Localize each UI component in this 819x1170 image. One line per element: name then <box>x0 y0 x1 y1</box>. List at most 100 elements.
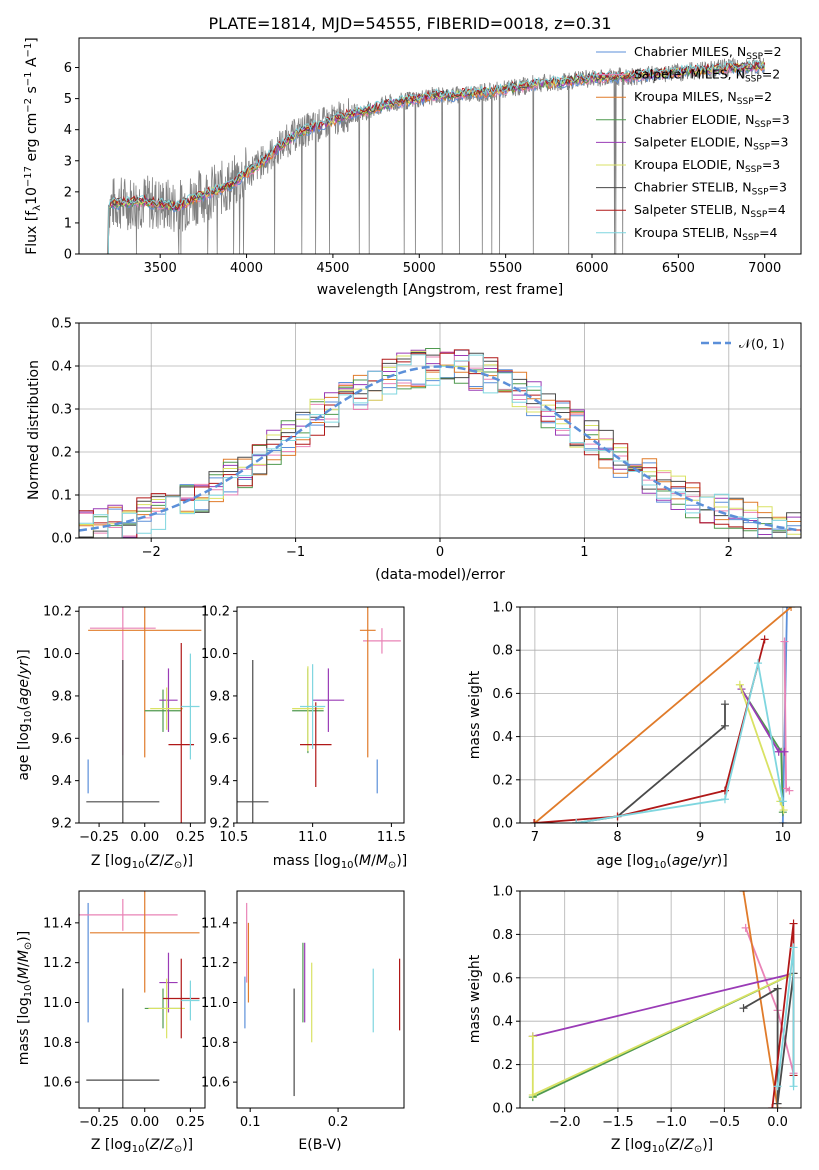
weight-marker <box>530 819 539 823</box>
legend-label-0: Chabrier MILES, NSSP=2 <box>634 44 782 62</box>
y-tick-label: 11.2 <box>43 956 72 971</box>
x-tick-label: −1.0 <box>655 1115 687 1130</box>
y-tick-label: 6 <box>64 61 72 76</box>
weight-marker <box>754 659 763 668</box>
frame-age-vs-mass <box>236 606 405 824</box>
x-tick-label: 4000 <box>230 261 263 276</box>
x-tick-label: 8 <box>613 830 621 845</box>
residual-hist-1 <box>79 351 801 538</box>
x-tick-label: 3500 <box>144 261 177 276</box>
weight-marker <box>720 721 729 730</box>
y-tick-label: 9.2 <box>51 817 72 832</box>
frame-age-vs-Z <box>78 606 206 824</box>
y-tick-label: 9.4 <box>51 774 72 789</box>
weight-line-8 <box>576 662 784 823</box>
x-tick-label: 0.00 <box>130 1115 159 1130</box>
weight-marker <box>768 1104 777 1108</box>
residual-hist-7 <box>79 349 801 538</box>
spectrum-data-line <box>107 57 766 254</box>
x-tick-label: 2 <box>725 545 733 560</box>
y-tick-label: 0.1 <box>51 489 72 504</box>
y-tick-label: 10.6 <box>201 1076 230 1091</box>
y-tick-label: 0.8 <box>492 928 513 943</box>
y-tick-label: 0.3 <box>51 403 72 418</box>
plot-area-mass-vs-Z <box>79 891 200 1108</box>
x-tick-label: 0.00 <box>130 830 159 845</box>
y-tick-label: 0.0 <box>492 817 513 832</box>
weight-marker <box>785 786 794 795</box>
y-tick-label: 0.6 <box>492 971 513 986</box>
x-tick-label: 11.0 <box>298 830 327 845</box>
y-tick-label: 3 <box>64 154 72 169</box>
weight-line-1 <box>742 891 779 1108</box>
x-tick-label: −2.0 <box>549 1115 581 1130</box>
frame-spectrum <box>78 37 802 255</box>
x-tick-label: 0.0 <box>767 1115 788 1130</box>
weight-line-4 <box>740 688 785 753</box>
y-tick-label: 0.2 <box>492 773 513 788</box>
y-tick-label: 0.2 <box>51 446 72 461</box>
x-tick-label: −2 <box>142 545 161 560</box>
weight-marker <box>735 680 744 689</box>
y-tick-label: 10.8 <box>43 1036 72 1051</box>
plot-area-spectrum <box>107 57 766 254</box>
y-tick-label: 0.8 <box>492 644 513 659</box>
weight-marker <box>789 1082 798 1091</box>
y-tick-label: 11.2 <box>201 956 230 971</box>
y-tick-label: 9.6 <box>51 732 72 747</box>
weight-line-5 <box>743 973 795 1104</box>
weight-marker <box>773 984 782 993</box>
spectrum-legend: Chabrier MILES, NSSP=2 Salpeter MILES, NS… <box>596 44 790 243</box>
x-tick-label: 9 <box>696 830 704 845</box>
y-tick-label: 11.0 <box>43 996 72 1011</box>
y-tick-label: 10.6 <box>43 1076 72 1091</box>
weight-vs-Z-ylabel: mass weight <box>467 954 483 1043</box>
weight-marker <box>741 923 750 932</box>
x-tick-label: 6000 <box>575 261 608 276</box>
weight-marker <box>720 700 729 709</box>
x-tick-label: 0 <box>436 545 444 560</box>
axes-mass-vs-ebv: 0.1 0.2 10.6 10.8 11.0 11.2 11.4 <box>201 890 405 1130</box>
y-tick-label: 9.8 <box>209 689 230 704</box>
x-tick-label: 4500 <box>316 261 349 276</box>
weight-marker <box>739 891 748 895</box>
weight-marker <box>773 1082 782 1091</box>
x-tick-label: 1 <box>580 545 588 560</box>
age-vs-Z-ylabel: age [log10(age/yr)] <box>16 649 34 780</box>
y-tick-label: 4 <box>64 123 72 138</box>
legend-label-2: Kroupa MILES, NSSP=2 <box>634 89 772 107</box>
residual-xlabel: (data-model)/error <box>375 567 505 583</box>
spectrum-model-line-8 <box>107 59 766 254</box>
axes-spectrum: 3500 4000 4500 5000 5500 6000 6500 7000 0 1 2 3 4 5 6 <box>64 37 802 276</box>
y-tick-label: 9.6 <box>209 732 230 747</box>
y-tick-label: 9.8 <box>51 689 72 704</box>
mass-vs-Z-ylabel: mass [log10(M/M⊙)] <box>16 931 34 1066</box>
mass-vs-ebv-xlabel: E(B-V) <box>298 1137 341 1153</box>
weight-vs-Z-xlabel: Z [log10(Z/Z⊙)] <box>611 1137 713 1155</box>
x-tick-label: 5000 <box>403 261 436 276</box>
weight-marker <box>528 1032 537 1041</box>
y-tick-label: 9.2 <box>209 817 230 832</box>
plot-area-age-vs-Z <box>86 607 202 823</box>
plot-area-mass-vs-ebv <box>244 902 401 1097</box>
figure-title: PLATE=1814, MJD=54555, FIBERID=0018, z=0… <box>208 14 611 33</box>
y-tick-label: 5 <box>64 92 72 107</box>
y-tick-label: 11.4 <box>43 916 72 931</box>
spectrum-xlabel: wavelength [Angstrom, rest frame] <box>317 282 563 298</box>
spectrum-ylabel: Flux [fλ10−17 erg cm−2 s−1 A−1] <box>23 37 43 255</box>
y-tick-label: 10.2 <box>43 605 72 620</box>
y-tick-label: 1.0 <box>492 601 513 616</box>
weight-marker <box>778 819 787 823</box>
weight-marker <box>572 819 581 823</box>
weight-vs-age-ylabel: mass weight <box>467 670 483 759</box>
axes-weight-vs-Z: −2.0 −1.5 −1.0 −0.5 0.0 0.0 0.2 0.4 0.6 0.8 1.0 <box>492 885 802 1130</box>
x-tick-label: 7 <box>531 830 539 845</box>
x-tick-label: 6500 <box>662 261 695 276</box>
y-tick-label: 0.5 <box>51 317 72 332</box>
legend-label-5: Kroupa ELODIE, NSSP=3 <box>634 157 780 175</box>
y-tick-label: 0.4 <box>492 730 513 745</box>
legend-label-6: Chabrier STELIB, NSSP=3 <box>634 180 787 198</box>
weight-marker <box>789 919 798 928</box>
x-tick-label: 5500 <box>489 261 522 276</box>
